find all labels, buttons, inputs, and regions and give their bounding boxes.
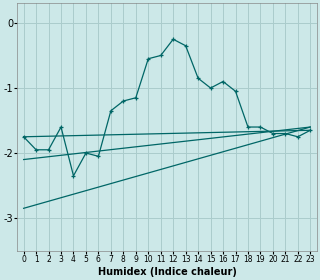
X-axis label: Humidex (Indice chaleur): Humidex (Indice chaleur) [98, 267, 236, 277]
